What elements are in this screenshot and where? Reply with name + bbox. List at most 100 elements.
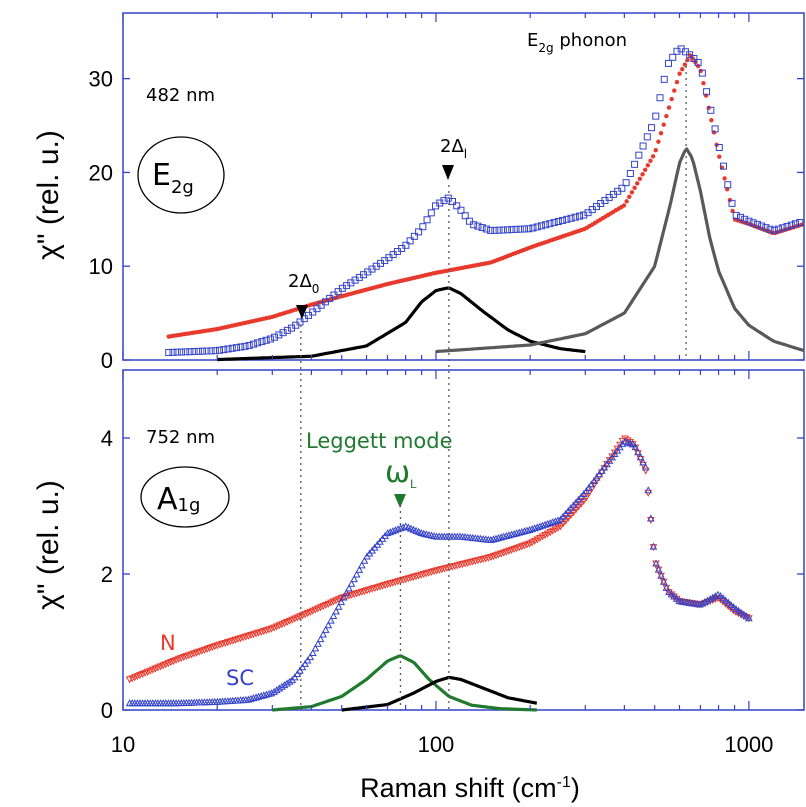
- top-point: [190, 348, 198, 356]
- bottom-point: [649, 542, 658, 550]
- bottom-point: [701, 597, 709, 606]
- top-point: [194, 347, 202, 355]
- top-point: [245, 341, 253, 349]
- top-point: [694, 58, 702, 66]
- top-point: [224, 345, 232, 353]
- top-point: [658, 130, 664, 136]
- bottom-point: [613, 445, 622, 453]
- bottom-point: [616, 443, 624, 451]
- bottom-point: [342, 588, 351, 596]
- top-point: [165, 348, 173, 356]
- phonon-label: E2g phonon: [527, 30, 627, 55]
- bottom-point: [654, 565, 663, 573]
- bottom-point: [339, 593, 348, 601]
- x-tick-label: 1000: [724, 732, 773, 757]
- top-y-axis-label: χ" (rel. u.): [32, 130, 65, 260]
- top-point: [533, 223, 541, 231]
- bottom-point: [399, 523, 407, 531]
- bottom-point: [603, 460, 611, 468]
- bottom-point: [745, 614, 753, 622]
- bottom-point: [706, 595, 715, 603]
- bottom-point: [334, 602, 343, 610]
- bottom-point: [587, 480, 596, 488]
- bottom-point: [249, 694, 258, 702]
- bottom-series-sc: [125, 437, 753, 707]
- bottom-point: [360, 556, 369, 564]
- top-point: [680, 66, 685, 72]
- bottom-point: [285, 677, 294, 685]
- top-point: [177, 348, 185, 356]
- top-point: [661, 122, 666, 127]
- bottom-point: [337, 598, 346, 606]
- top-point: [241, 342, 249, 350]
- top-point: [275, 331, 283, 339]
- bottom-point: [729, 607, 738, 615]
- bottom-point: [319, 630, 327, 638]
- bottom-point: [719, 598, 727, 606]
- bottom-point: [324, 621, 333, 629]
- top-ytick-label: 30: [89, 67, 113, 92]
- bottom-point: [621, 435, 629, 443]
- bottom-point: [610, 449, 619, 458]
- top-point: [406, 237, 414, 245]
- top-point: [262, 336, 270, 344]
- bottom-point: [487, 535, 495, 543]
- top-point: [427, 209, 435, 217]
- bottom-point: [716, 592, 725, 600]
- bottom-point: [647, 514, 655, 522]
- top-point: [635, 181, 640, 186]
- top-point: [618, 184, 626, 192]
- bottom-point: [665, 588, 673, 596]
- top-point: [182, 348, 190, 356]
- bottom-point: [247, 694, 255, 702]
- top-point: [554, 218, 562, 226]
- top-point: [664, 113, 669, 119]
- top-point: [707, 106, 715, 114]
- bottom-point: [585, 483, 593, 491]
- top-point: [653, 147, 658, 153]
- bottom-point: [652, 559, 660, 567]
- top-point: [698, 69, 706, 77]
- top-point: [745, 217, 753, 225]
- top-point: [666, 105, 672, 110]
- bottom-symmetry-ellipse: [140, 466, 230, 528]
- top-series-n: [166, 53, 804, 339]
- top-point: [520, 225, 528, 233]
- x-tick-label: 10: [111, 732, 135, 757]
- gap-small-arrow: [296, 305, 308, 319]
- bottom-point: [641, 463, 650, 471]
- bottom-point: [388, 527, 397, 535]
- bottom-point: [329, 611, 338, 620]
- bottom-point: [726, 600, 735, 608]
- top-point: [436, 199, 444, 207]
- bottom-point: [543, 519, 552, 527]
- bottom-point: [590, 476, 598, 484]
- top-point: [686, 51, 694, 59]
- top-plot-area: [165, 45, 805, 362]
- top-point: [732, 211, 740, 219]
- top-point: [639, 142, 647, 150]
- bottom-point: [270, 687, 278, 695]
- bottom-point: [636, 453, 645, 461]
- bottom-point: [244, 695, 253, 703]
- bottom-point: [303, 656, 312, 664]
- bottom-point: [358, 561, 366, 569]
- top-point: [779, 224, 787, 232]
- bottom-ytick-label: 4: [101, 426, 113, 451]
- bottom-point: [639, 458, 647, 466]
- top-point: [656, 94, 664, 102]
- top-point: [173, 348, 181, 356]
- bottom-point: [724, 603, 733, 611]
- top-point: [669, 96, 674, 102]
- top-point: [741, 215, 749, 223]
- bottom-point: [492, 534, 500, 542]
- top-point: [542, 221, 550, 229]
- bottom-point: [711, 592, 720, 600]
- bottom-point: [582, 486, 591, 495]
- bottom-point: [616, 441, 624, 449]
- top-point: [199, 347, 207, 355]
- bottom-point: [321, 625, 330, 633]
- top-fit-curve: [217, 286, 586, 362]
- bottom-point: [536, 522, 544, 530]
- top-point: [508, 226, 516, 234]
